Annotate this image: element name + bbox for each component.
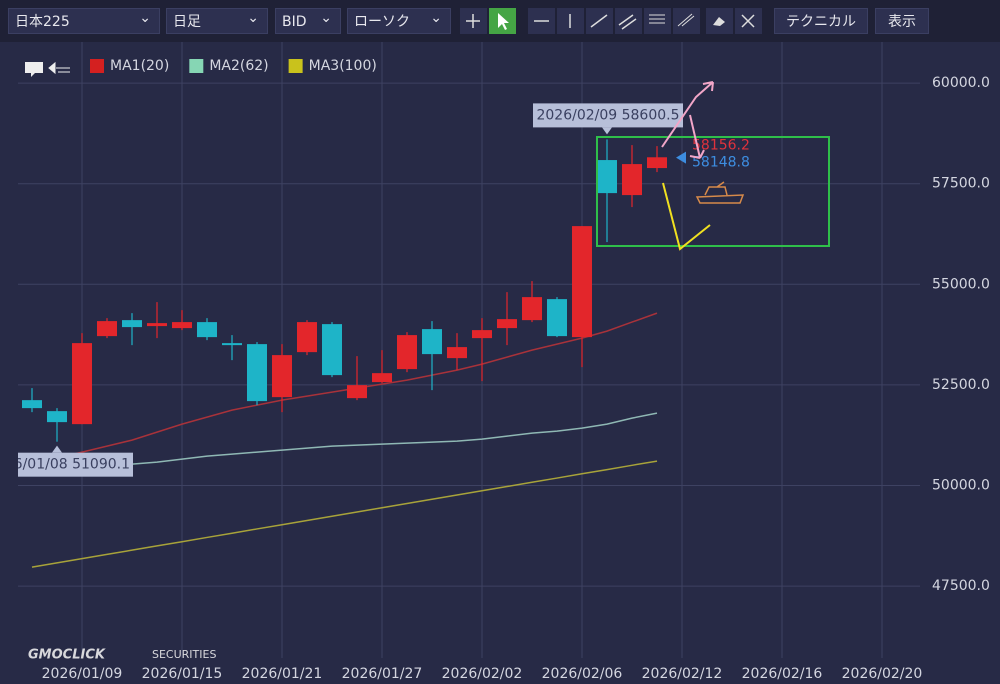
last-price: 58156.2 xyxy=(692,137,750,153)
fibo-r-tool[interactable] xyxy=(644,8,671,34)
brand-suffix: SECURITIES xyxy=(152,648,216,661)
candle-body xyxy=(547,299,567,337)
candle-body xyxy=(47,411,67,423)
ma-line xyxy=(31,412,658,473)
legend-label: MA3(100) xyxy=(309,58,377,74)
axes: 47500.0 50000.0 52500.0 55000.0 57500.0 60000… xyxy=(42,75,990,682)
annotation-pointer xyxy=(52,445,62,453)
icon xyxy=(713,17,725,26)
candle-body xyxy=(522,297,542,321)
candle-body xyxy=(622,164,642,196)
y-tick-label: 47500.0 xyxy=(932,578,990,594)
candle-body xyxy=(647,157,667,169)
symbol-select[interactable]: 日本225 xyxy=(8,5,160,34)
pink-arrow xyxy=(661,81,714,159)
style-select[interactable]: ローソク xyxy=(347,5,451,34)
candle-body xyxy=(572,226,592,338)
toolbar: 日本225 日足 BID ローソク テクニカル 表示 xyxy=(0,0,1000,42)
candle-body xyxy=(347,385,367,399)
icon xyxy=(498,13,509,30)
candle-body xyxy=(247,344,267,402)
candle-body xyxy=(72,343,92,425)
y-tick-label: 60000.0 xyxy=(932,75,990,91)
candle-body xyxy=(22,400,42,409)
icon xyxy=(618,14,637,30)
fibo-f-tool[interactable] xyxy=(673,8,700,34)
candle-body xyxy=(297,322,317,353)
comment-icon[interactable] xyxy=(25,62,43,77)
candle-body xyxy=(97,321,117,337)
drawings xyxy=(596,81,830,251)
side-select[interactable]: BID xyxy=(275,5,341,34)
y-tick-label: 50000.0 xyxy=(932,478,990,494)
tool-icons xyxy=(460,8,762,34)
annotation-text: 2026/01/08 51090.1 xyxy=(0,457,130,473)
legend-label: MA2(62) xyxy=(209,58,268,74)
candle-body xyxy=(597,160,617,194)
candle-body xyxy=(272,355,292,398)
candle-body xyxy=(172,322,192,329)
legend: MA1(20) MA2(62) MA3(100) xyxy=(25,58,377,77)
orange-sketch xyxy=(695,181,745,204)
legend-swatch xyxy=(288,59,303,73)
candle-body xyxy=(372,373,392,383)
display-button[interactable]: 表示 xyxy=(875,8,929,34)
x-tick-label: 2026/02/06 xyxy=(542,666,623,682)
candle-body xyxy=(147,323,167,327)
candle-body xyxy=(422,329,442,355)
icon xyxy=(649,14,665,24)
annotation-box xyxy=(533,103,683,128)
icon xyxy=(466,14,480,28)
annotation-text: 2026/02/09 58600.5 xyxy=(536,107,679,123)
candle-body xyxy=(122,320,142,328)
legend-swatch xyxy=(90,59,104,73)
x-tick-label: 2026/01/21 xyxy=(242,666,323,682)
annotation-pointer xyxy=(602,127,612,135)
yellow-stroke xyxy=(662,182,711,251)
candle-body xyxy=(197,322,217,338)
technical-button[interactable]: テクニカル xyxy=(774,8,868,34)
highlight-box xyxy=(596,136,830,247)
y-tick-label: 57500.0 xyxy=(932,176,990,192)
candle-body xyxy=(397,335,417,370)
ma-lines xyxy=(31,312,658,568)
bid-marker xyxy=(676,151,686,164)
bid-price: 58148.8 xyxy=(692,155,750,171)
brand: GMOCLICK xyxy=(28,648,106,663)
candle-body xyxy=(497,319,517,329)
annotations: 2026/02/09 58600.5 2026/01/08 51090.1 5815… xyxy=(0,103,750,477)
icon xyxy=(741,14,755,28)
annotation-box xyxy=(18,452,133,477)
icon xyxy=(677,13,695,27)
x-tick-label: 2026/01/27 xyxy=(342,666,423,682)
candle-body xyxy=(447,347,467,359)
ma-line xyxy=(31,312,658,461)
x-tick-label: 2026/01/09 xyxy=(42,666,123,682)
period-select[interactable]: 日足 xyxy=(166,5,268,34)
x-tick-label: 2026/01/15 xyxy=(142,666,223,682)
candle-body xyxy=(222,343,242,346)
y-tick-label: 55000.0 xyxy=(932,276,990,292)
legend-label: MA1(20) xyxy=(110,58,169,74)
candle-body xyxy=(322,324,342,376)
x-tick-label: 2026/02/16 xyxy=(742,666,823,682)
candles xyxy=(22,139,667,442)
y-tick-label: 52500.0 xyxy=(932,377,990,393)
collapse-icon[interactable] xyxy=(48,61,70,75)
ma-line xyxy=(31,460,658,568)
channel-tool[interactable] xyxy=(615,8,642,34)
legend-swatch xyxy=(189,59,204,73)
candle-body xyxy=(472,330,492,339)
x-tick-label: 2026/02/02 xyxy=(442,666,523,682)
grid xyxy=(18,42,920,658)
x-tick-label: 2026/02/12 xyxy=(642,666,723,682)
x-tick-label: 2026/02/20 xyxy=(842,666,923,682)
icon xyxy=(590,14,608,28)
